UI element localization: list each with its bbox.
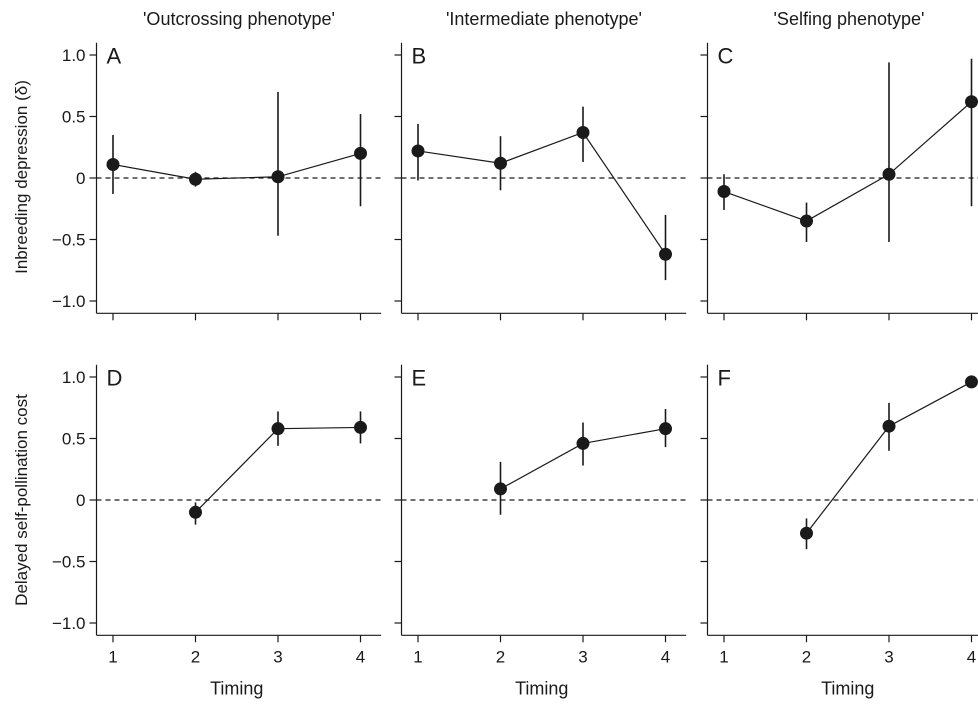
panel-c: C xyxy=(700,42,978,321)
data-point xyxy=(965,95,978,109)
panel-letter: A xyxy=(107,44,122,69)
data-point xyxy=(576,436,590,450)
x-tick-label: 1 xyxy=(108,647,117,666)
y-axis-label-self-pollination-cost: Delayed self-pollination cost xyxy=(12,394,31,606)
data-point xyxy=(659,422,672,436)
x-tick-label: 4 xyxy=(967,647,976,666)
y-tick-label: 0.5 xyxy=(62,430,86,449)
y-tick-label: 1.0 xyxy=(62,46,86,65)
y-tick-label: 0.5 xyxy=(62,108,86,127)
x-tick-label: 3 xyxy=(578,647,587,666)
data-point xyxy=(189,505,202,519)
y-axis-label-inbreeding-depression: Inbreeding depression (δ) xyxy=(12,80,31,274)
data-point xyxy=(494,156,507,170)
data-point xyxy=(354,146,367,160)
y-tick-label: −0.5 xyxy=(52,231,86,250)
panel-letter: E xyxy=(412,366,427,391)
x-tick-label: 1 xyxy=(413,647,422,666)
data-point xyxy=(354,420,367,434)
panel-d: −1.0 −0.5 0 0.5 1.0 1 2 3 4 Timing D xyxy=(52,364,382,698)
series-line xyxy=(112,152,361,180)
panel-b: B xyxy=(394,42,687,321)
data-point xyxy=(882,167,896,181)
data-point xyxy=(576,125,590,139)
data-point xyxy=(271,422,285,436)
series-line xyxy=(417,131,666,255)
y-tick-label: −0.5 xyxy=(52,553,86,572)
x-axis-label: Timing xyxy=(821,678,874,698)
x-tick-label: 2 xyxy=(802,647,811,666)
panel-a: −1.0 −0.5 0 0.5 1.0 A xyxy=(52,42,382,321)
x-tick-label: 4 xyxy=(661,647,670,666)
column-title-selfing: 'Selfing phenotype' xyxy=(774,9,925,29)
panel-letter: B xyxy=(412,44,427,69)
x-tick-label: 2 xyxy=(496,647,505,666)
data-point xyxy=(189,172,202,186)
data-point xyxy=(659,247,672,261)
x-axis-label: Timing xyxy=(515,678,568,698)
panel-letter: C xyxy=(718,44,734,69)
x-tick-label: 3 xyxy=(884,647,893,666)
data-point xyxy=(965,375,978,389)
data-point xyxy=(106,157,120,171)
x-tick-label: 3 xyxy=(273,647,282,666)
column-titles: 'Outcrossing phenotype' 'Intermediate ph… xyxy=(143,9,925,29)
x-axis-label: Timing xyxy=(210,678,263,698)
data-point xyxy=(800,526,813,540)
data-point xyxy=(411,144,425,158)
column-title-outcrossing: 'Outcrossing phenotype' xyxy=(143,9,335,29)
y-tick-label: 0 xyxy=(76,491,85,510)
column-title-intermediate: 'Intermediate phenotype' xyxy=(446,9,642,29)
data-point xyxy=(494,482,507,496)
panels: −1.0 −0.5 0 0.5 1.0 A B C −1.0 −0.5 0 0.5 1.0 1 2 3 4 Tim… xyxy=(52,42,978,698)
data-point xyxy=(882,419,896,433)
x-tick-label: 4 xyxy=(356,647,365,666)
x-tick-label: 2 xyxy=(191,647,200,666)
panel-letter: F xyxy=(718,366,731,391)
data-point xyxy=(800,214,813,228)
y-tick-label: −1.0 xyxy=(52,614,86,633)
y-tick-label: 1.0 xyxy=(62,368,86,387)
data-point xyxy=(271,170,285,184)
y-tick-label: 0 xyxy=(76,169,85,188)
y-tick-label: −1.0 xyxy=(52,292,86,311)
series-line xyxy=(723,101,972,222)
panel-letter: D xyxy=(107,366,123,391)
panel-f: 1 2 3 4 Timing F xyxy=(700,364,978,698)
x-tick-label: 1 xyxy=(719,647,728,666)
data-point xyxy=(717,185,731,199)
panel-e: 1 2 3 4 Timing E xyxy=(394,364,687,698)
